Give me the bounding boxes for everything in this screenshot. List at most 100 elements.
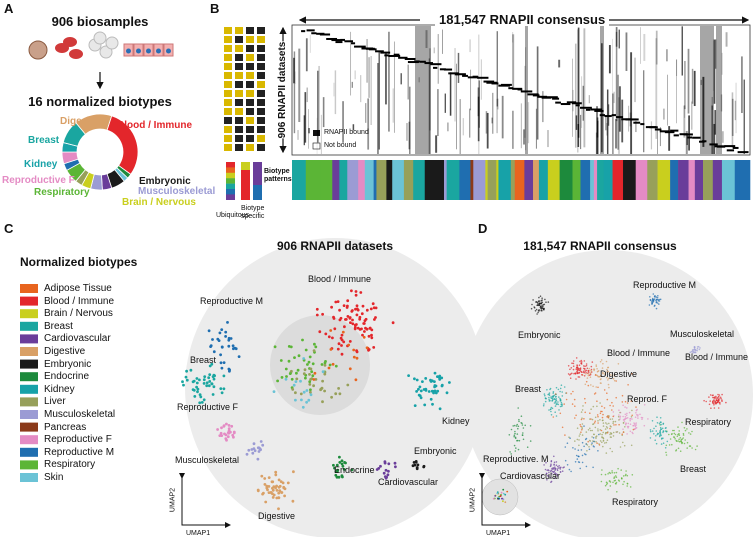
biotype-strip [320,160,333,200]
heatmap-cell [643,70,645,153]
umap-point [602,445,604,448]
umap-point [681,421,683,424]
donut-label: Brain / Nervous [122,197,196,208]
umap-point [549,470,552,473]
umap-point [260,474,264,478]
umap-point [362,335,366,339]
umap-point [352,348,356,352]
umap-point [334,300,338,304]
umap-point [510,428,513,431]
heatmap-cell [596,117,599,138]
umap-point [335,475,339,479]
umap-point [222,387,226,391]
umap-point [710,407,712,410]
umap-point [714,396,716,398]
umap-point [626,433,628,435]
umap-point [626,485,628,487]
umap-point [615,481,618,484]
umap-point [545,473,548,475]
umap-point [591,429,593,432]
umap-point [547,393,549,396]
heatmap-cell [443,68,453,71]
umap-point [549,408,552,411]
pattern-bar [226,189,235,195]
umap-point [559,387,562,390]
umap-point [521,434,524,437]
heatmap-cell [618,29,620,49]
heatmap-cell [409,86,411,154]
heatmap-cell [721,131,724,143]
umap-point [225,422,228,426]
umap-point [577,376,580,378]
umap-point [421,380,424,383]
heatmap-cell [676,59,678,76]
umap-point [602,439,605,442]
umap-point [641,416,644,419]
pattern-cell [224,144,232,151]
umap-point [352,355,356,359]
heatmap-cell [308,128,310,134]
umap-point [581,429,583,431]
umap-point [708,396,710,398]
umap-point [578,435,581,437]
cell-icon [156,48,161,54]
umap-point [367,348,370,352]
umap-point [613,476,616,478]
umap-point [549,465,552,468]
biotype-strip [533,160,540,200]
umap-point [548,400,551,402]
heading: 16 normalized biotypes [28,94,172,109]
umap-point [655,296,658,298]
umap-point [587,440,589,443]
heatmap-cell [425,30,428,49]
umap-point [445,391,449,395]
umap-point [662,431,664,434]
pattern-bar [226,162,235,168]
umap-point [304,376,307,380]
umap-point [339,336,343,340]
umap-point [226,431,230,434]
umap-point [602,413,604,416]
umap-point [588,367,591,370]
heatmap-cell [512,32,514,43]
cluster-label: Respiratory [685,417,732,427]
umap-point [651,302,653,304]
umap-point [538,304,540,307]
umap-point [572,368,575,371]
umap-point [547,301,550,303]
umap-point [605,441,608,444]
umap-point [613,424,615,426]
heatmap-cell [605,115,607,131]
umap-point [554,400,557,403]
umap-point [343,325,346,329]
umap-point [337,475,341,479]
cluster-label: Reprod. F [627,394,668,404]
umap-point [599,429,602,431]
umap-point [302,372,306,376]
umap-point [365,346,369,350]
umap-point [574,405,576,408]
heatmap-cell [469,108,471,138]
heading: 906 biosamples [51,14,149,29]
heatmap-cell [334,70,337,115]
umap-point [618,419,620,421]
umap-point [658,435,661,438]
pattern-bar [226,183,235,190]
umap-point [346,299,350,303]
umap-point [321,379,324,383]
heatmap-cell [634,57,636,103]
legend-swatch [20,347,38,356]
umap-point [267,485,271,488]
heatmap-cell [582,85,584,121]
cell-icon [63,37,77,47]
heatmap-cell [654,128,662,131]
umap-point [559,471,562,473]
umap-point [684,439,686,441]
cluster-label: Blood / Immune [607,348,671,358]
donut-label: Breast [28,135,60,146]
umap-point [576,372,579,375]
pattern-cell [246,81,254,88]
umap-point [555,464,558,467]
umap-point [554,467,557,470]
heatmap-cell [735,82,737,134]
